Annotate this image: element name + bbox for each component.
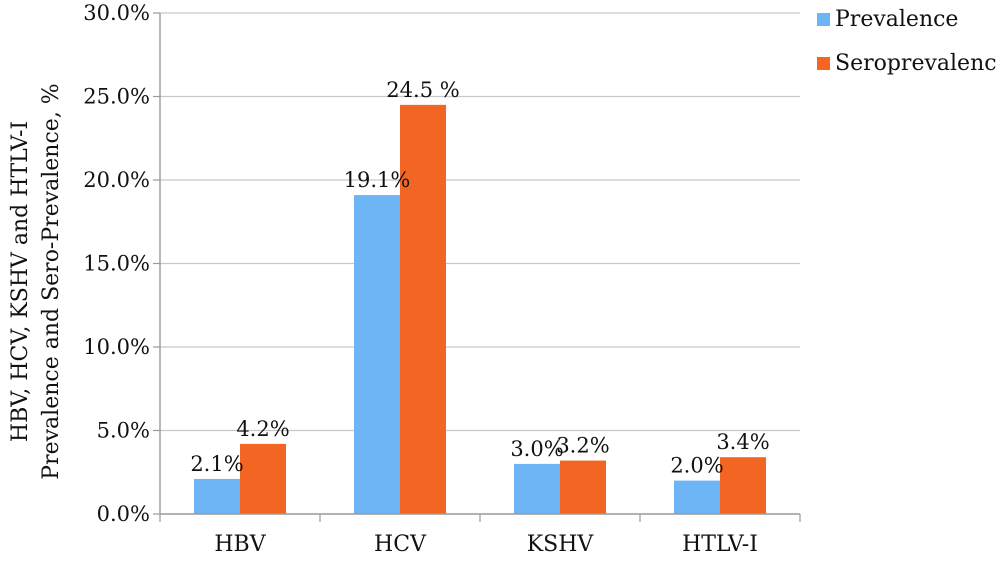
data-label: 24.5 % bbox=[386, 78, 459, 102]
bar-seroprevalenc-hbv bbox=[240, 443, 286, 514]
y-axis-title-line: HBV, HCV, KSHV and HTLV-I bbox=[8, 121, 33, 442]
legend-label: Prevalence bbox=[835, 7, 958, 32]
axes: 0.0% 5.0% 10.0% 15.0% 20.0% 25.0% 30.0% HBV HCV K… bbox=[83, 1, 801, 557]
y-axis-title-line: Prevalence and Sero-Prevalence, % bbox=[39, 83, 64, 479]
bar-prevalence-kshv bbox=[514, 463, 560, 514]
y-tick-label: 15.0% bbox=[83, 252, 150, 276]
data-label: 3.2% bbox=[556, 434, 609, 458]
x-tick-label: KSHV bbox=[527, 532, 595, 557]
legend: Prevalence Seroprevalenc bbox=[817, 7, 997, 76]
bar-seroprevalenc-htlv-i bbox=[720, 457, 766, 514]
data-label: 4.2% bbox=[236, 417, 289, 441]
x-tick-label: HTLV-I bbox=[682, 532, 758, 557]
y-tick-label: 25.0% bbox=[83, 85, 150, 109]
data-label: 2.1% bbox=[190, 452, 243, 476]
y-tick-label: 10.0% bbox=[83, 335, 150, 359]
data-label: 3.0% bbox=[510, 437, 563, 461]
legend-label: Seroprevalenc bbox=[835, 51, 997, 76]
y-tick-label: 5.0% bbox=[97, 419, 150, 443]
bars bbox=[194, 104, 766, 514]
bar-prevalence-htlv-i bbox=[674, 480, 720, 514]
y-tick-label: 20.0% bbox=[83, 168, 150, 192]
gridlines bbox=[160, 12, 800, 432]
bar-prevalence-hcv bbox=[354, 195, 400, 514]
bar-prevalence-hbv bbox=[194, 478, 240, 514]
x-tick-label: HBV bbox=[214, 532, 266, 557]
bar-seroprevalenc-kshv bbox=[560, 460, 606, 514]
y-axis-title: HBV, HCV, KSHV and HTLV-I Prevalence and … bbox=[8, 83, 64, 479]
data-label: 3.4% bbox=[716, 430, 769, 454]
x-tick-label: HCV bbox=[374, 532, 427, 557]
data-label: 2.0% bbox=[670, 454, 723, 478]
legend-swatch bbox=[817, 13, 830, 26]
y-tick-label: 0.0% bbox=[97, 502, 150, 526]
legend-swatch bbox=[817, 57, 830, 70]
bar-seroprevalenc-hcv bbox=[400, 104, 446, 514]
y-tick-label: 30.0% bbox=[83, 1, 150, 25]
data-labels: 2.1% 4.2% 19.1% 24.5 % 3.0%3.2% 2.0%3.4% bbox=[190, 78, 769, 478]
data-label: 19.1% bbox=[344, 168, 411, 192]
